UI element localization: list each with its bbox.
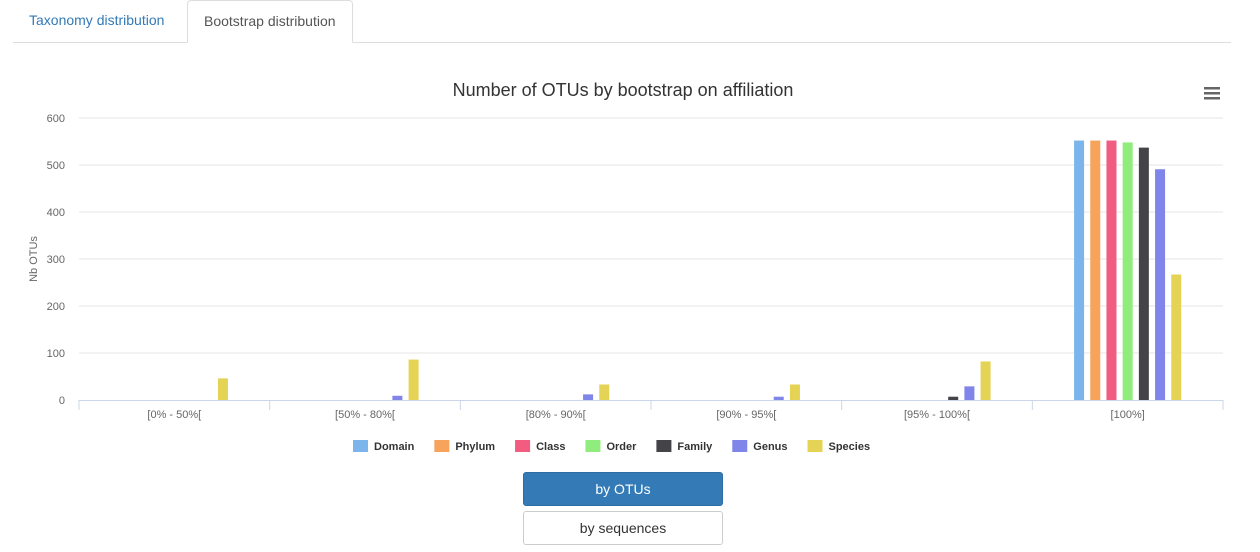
bootstrap-bar-chart: Number of OTUs by bootstrap on affiliati…: [28, 80, 1224, 453]
legend-item-class[interactable]: Class: [515, 440, 565, 453]
bar-species[interactable]: [1171, 274, 1182, 400]
legend-item-order[interactable]: Order: [585, 440, 637, 453]
bar-class[interactable]: [1106, 140, 1117, 400]
bar-genus[interactable]: [773, 396, 784, 400]
bar-genus[interactable]: [583, 394, 594, 400]
bar-family[interactable]: [1138, 147, 1149, 400]
legend-swatch: [434, 440, 450, 452]
y-tick-label: 0: [59, 395, 65, 407]
y-tick-label: 200: [47, 301, 65, 313]
x-tick-label: [100%]: [1111, 409, 1145, 421]
bar-genus[interactable]: [964, 386, 975, 400]
legend-label: Genus: [753, 441, 787, 453]
legend-label: Family: [677, 441, 713, 453]
y-tick-label: 500: [47, 160, 65, 172]
by-sequences-button[interactable]: by sequences: [523, 511, 723, 545]
bar-genus[interactable]: [1155, 169, 1166, 400]
legend-swatch: [353, 440, 368, 452]
legend-label: Domain: [374, 441, 415, 453]
legend-swatch: [656, 440, 672, 452]
bars: [217, 140, 1182, 400]
bar-domain[interactable]: [1074, 140, 1085, 400]
legend-item-family[interactable]: Family: [656, 440, 713, 453]
x-tick-label: [0% - 50%[: [147, 409, 201, 421]
bar-species[interactable]: [599, 384, 610, 400]
x-axis: [0% - 50%[ [50% - 80%[ [80% - 90%[ [90% - 9…: [78, 400, 1224, 421]
y-tick-label: 300: [47, 254, 65, 266]
tab-bootstrap-distribution[interactable]: Bootstrap distribution: [187, 0, 353, 43]
legend-label: Phylum: [455, 441, 495, 453]
legend-label: Order: [606, 441, 637, 453]
y-axis-label: Nb OTUs: [28, 236, 40, 282]
chart-title: Number of OTUs by bootstrap on affiliati…: [453, 80, 794, 100]
legend-swatch: [515, 440, 531, 452]
legend-swatch: [732, 440, 748, 452]
bar-species[interactable]: [980, 361, 991, 400]
legend-item-species[interactable]: Species: [807, 440, 871, 453]
y-tick-label: 100: [47, 348, 65, 360]
bar-family[interactable]: [948, 396, 959, 400]
legend-label: Class: [536, 441, 565, 453]
legend: Domain Phylum Class Order Family Genus Species: [353, 440, 870, 453]
bar-species[interactable]: [789, 384, 800, 400]
x-tick-label: [50% - 80%[: [335, 409, 395, 421]
bar-species[interactable]: [217, 378, 228, 400]
bar-species[interactable]: [408, 359, 419, 400]
bar-order[interactable]: [1122, 142, 1133, 400]
y-tick-label: 400: [47, 207, 65, 219]
y-tick-label: 600: [47, 113, 65, 125]
tab-taxonomy-distribution[interactable]: Taxonomy distribution: [29, 12, 165, 28]
x-tick-label: [95% - 100%[: [904, 409, 970, 421]
grid-lines: [79, 117, 1223, 354]
legend-label: Species: [829, 441, 871, 453]
x-tick-label: [90% - 95%[: [716, 409, 776, 421]
y-axis-ticks: 0 100 200 300 400 500 600: [47, 113, 65, 407]
tab-bar: Taxonomy distribution Bootstrap distribu…: [13, 0, 1231, 43]
bar-phylum[interactable]: [1090, 140, 1101, 400]
legend-item-domain[interactable]: Domain: [353, 440, 415, 453]
legend-item-genus[interactable]: Genus: [732, 440, 788, 453]
bar-genus[interactable]: [392, 395, 403, 400]
x-tick-label: [80% - 90%[: [526, 409, 586, 421]
by-otus-button[interactable]: by OTUs: [523, 472, 723, 506]
legend-swatch: [585, 440, 601, 452]
chart-menu-button[interactable]: [1200, 84, 1224, 106]
legend-item-phylum[interactable]: Phylum: [434, 440, 495, 453]
legend-swatch: [807, 440, 823, 452]
